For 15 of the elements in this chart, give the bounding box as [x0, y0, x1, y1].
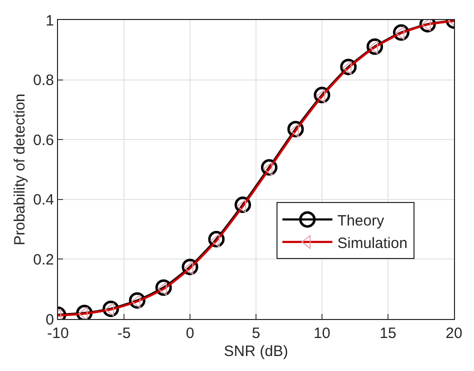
x-tick-label: 20	[446, 325, 462, 342]
x-tick-label: -5	[117, 325, 131, 342]
x-tick-label: 15	[380, 325, 396, 342]
legend-label: Theory	[337, 212, 385, 230]
x-tick-label: 0	[186, 325, 194, 342]
y-tick-label: 0.8	[33, 72, 54, 90]
y-tick-label: 0.4	[33, 192, 54, 209]
legend-label: Simulation	[337, 234, 408, 252]
x-axis-title: SNR (dB)	[224, 343, 288, 360]
y-tick-label: 0.6	[33, 132, 54, 149]
x-tick-label: 10	[314, 325, 330, 342]
y-tick-label: 1	[46, 12, 54, 30]
y-tick-label: 0.2	[33, 251, 54, 268]
y-axis-title: Probability of detection	[11, 94, 28, 246]
x-tick-label: 5	[252, 325, 260, 342]
